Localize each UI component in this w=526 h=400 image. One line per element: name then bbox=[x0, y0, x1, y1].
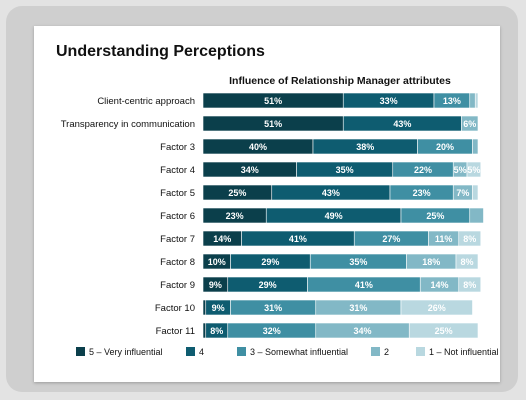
data-label: 40% bbox=[249, 142, 267, 152]
data-label: 34% bbox=[353, 326, 371, 336]
data-label: 18% bbox=[422, 257, 440, 267]
chart: Understanding Perceptions Influence of R… bbox=[56, 43, 499, 357]
data-label: 25% bbox=[435, 326, 453, 336]
data-label: 8% bbox=[463, 280, 476, 290]
legend-swatch bbox=[76, 347, 85, 356]
data-label: 27% bbox=[382, 234, 400, 244]
legend-label: 2 bbox=[384, 347, 389, 357]
legend-swatch bbox=[416, 347, 425, 356]
legend-label: 4 bbox=[199, 347, 204, 357]
category-label: Factor 3 bbox=[160, 142, 195, 153]
category-label: Transparency in communication bbox=[61, 119, 195, 130]
category-label: Factor 10 bbox=[155, 303, 195, 314]
bar-segment bbox=[202, 299, 207, 316]
data-label: 38% bbox=[356, 142, 374, 152]
data-label: 51% bbox=[264, 119, 282, 129]
data-label: 43% bbox=[393, 119, 411, 129]
legend-swatch bbox=[237, 347, 246, 356]
data-label: 22% bbox=[414, 165, 432, 175]
data-label: 35% bbox=[349, 257, 367, 267]
data-label: 7% bbox=[456, 188, 469, 198]
chart-title: Influence of Relationship Manager attrib… bbox=[229, 75, 451, 87]
data-label: 5% bbox=[454, 165, 467, 175]
bar-segment bbox=[461, 115, 479, 132]
data-label: 41% bbox=[289, 234, 307, 244]
data-label: 6% bbox=[463, 119, 476, 129]
category-label: Factor 5 bbox=[160, 188, 195, 199]
category-label: Client-centric approach bbox=[97, 96, 195, 107]
bar-segment bbox=[408, 322, 479, 339]
data-label: 29% bbox=[261, 257, 279, 267]
chart-card: Understanding Perceptions Influence of R… bbox=[34, 26, 500, 382]
bar-segment bbox=[455, 253, 479, 270]
data-label: 35% bbox=[336, 165, 354, 175]
data-label: 32% bbox=[263, 326, 281, 336]
data-label: 33% bbox=[380, 96, 398, 106]
data-label: 13% bbox=[443, 96, 461, 106]
category-label: Factor 8 bbox=[160, 257, 195, 268]
data-label: 29% bbox=[259, 280, 277, 290]
data-label: 8% bbox=[210, 326, 223, 336]
legend-label: 5 – Very influential bbox=[89, 347, 163, 357]
bar-segment bbox=[202, 322, 207, 339]
data-label: 34% bbox=[241, 165, 259, 175]
data-label: 14% bbox=[430, 280, 448, 290]
data-label: 26% bbox=[428, 303, 446, 313]
bar-segment bbox=[469, 207, 484, 224]
page-title: Understanding Perceptions bbox=[56, 43, 265, 60]
data-label: 11% bbox=[435, 234, 453, 244]
bar-segment bbox=[458, 230, 482, 247]
data-label: 23% bbox=[226, 211, 244, 221]
legend-swatch bbox=[371, 347, 380, 356]
category-label: Factor 7 bbox=[160, 234, 195, 245]
data-label: 20% bbox=[436, 142, 454, 152]
category-label: Factor 9 bbox=[160, 280, 195, 291]
data-label: 23% bbox=[413, 188, 431, 198]
data-label: 43% bbox=[322, 188, 340, 198]
outer-frame: Understanding Perceptions Influence of R… bbox=[6, 6, 518, 392]
bar-segment bbox=[458, 276, 482, 293]
data-label: 31% bbox=[349, 303, 367, 313]
bar-segment bbox=[400, 299, 473, 316]
data-label: 10% bbox=[208, 257, 226, 267]
data-label: 49% bbox=[325, 211, 343, 221]
legend: 5 – Very influential 4 3 – Somewhat influe… bbox=[76, 347, 499, 357]
data-label: 51% bbox=[264, 96, 282, 106]
data-label: 14% bbox=[213, 234, 231, 244]
data-label: 31% bbox=[264, 303, 282, 313]
bar-segment bbox=[474, 92, 479, 109]
bar-segment bbox=[472, 184, 479, 201]
data-label: 41% bbox=[355, 280, 373, 290]
data-label: 9% bbox=[209, 280, 222, 290]
data-label: 8% bbox=[460, 257, 473, 267]
data-label: 25% bbox=[426, 211, 444, 221]
bar-segment bbox=[472, 138, 479, 155]
category-label: Factor 6 bbox=[160, 211, 195, 222]
legend-label: 1 – Not influential bbox=[429, 347, 499, 357]
legend-label: 3 – Somewhat influential bbox=[250, 347, 348, 357]
category-label: Factor 4 bbox=[160, 165, 195, 176]
data-label: 25% bbox=[228, 188, 246, 198]
data-label: 5% bbox=[467, 165, 480, 175]
bars-layer: Client-centric approach 51% 33% 13% Transpar… bbox=[61, 92, 484, 339]
bar-segment bbox=[469, 92, 476, 109]
category-label: Factor 11 bbox=[156, 326, 195, 337]
legend-swatch bbox=[186, 347, 195, 356]
bar-segment bbox=[466, 161, 482, 178]
data-label: 9% bbox=[212, 303, 225, 313]
data-label: 8% bbox=[463, 234, 476, 244]
